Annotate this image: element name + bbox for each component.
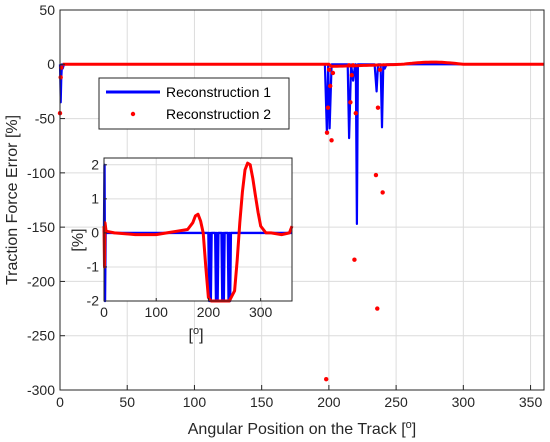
inset-x-tick-label: 200 <box>197 304 221 320</box>
legend-label-reconstruction-2: Reconstruction 2 <box>166 106 271 122</box>
main-reconstruction-2-point <box>326 67 332 72</box>
main-reconstruction-2-point <box>325 105 331 110</box>
inset-y-axis-label: [%] <box>70 228 87 251</box>
inset-y-tick-label: 2 <box>91 156 99 172</box>
main-y-axis-label: Traction Force Error [%] <box>4 115 21 285</box>
main-reconstruction-2-point <box>353 110 358 116</box>
main-reconstruction-2-baseline <box>62 60 544 68</box>
main-reconstruction-2-point <box>373 172 379 178</box>
main-x-axis-label: Angular Position on the Track [o] <box>188 419 416 438</box>
legend-marker-reconstruction-2 <box>130 111 136 117</box>
main-axes-box <box>59 9 545 391</box>
main-reconstruction-2-point <box>349 72 354 78</box>
main-reconstruction-2-point <box>377 67 383 72</box>
main-reconstruction-2-point <box>328 83 333 89</box>
main-y-tick-label: -200 <box>27 273 55 289</box>
main-x-tick-label: 250 <box>384 394 408 410</box>
main-y-tick-label: -100 <box>27 165 55 181</box>
inset-x-tick-label: 100 <box>145 304 169 320</box>
main-reconstruction-2-point <box>324 130 330 135</box>
main-reconstruction-2-point <box>329 138 334 143</box>
main-reconstruction-2-point <box>375 105 381 110</box>
inset-axes-box <box>103 157 293 302</box>
main-x-tick-label: 350 <box>519 394 543 410</box>
main-y-tick-label: -300 <box>27 382 55 398</box>
main-x-tick-label: 50 <box>119 394 135 410</box>
main-y-tick-label: -250 <box>27 328 55 344</box>
main-y-tick-label: 50 <box>39 2 55 18</box>
main-reconstruction-2-point <box>348 100 353 105</box>
main-reconstruction-2-point <box>324 376 329 382</box>
legend-box <box>98 77 290 130</box>
main-y-tick-label: -50 <box>35 110 55 126</box>
inset-y-tick-label: 1 <box>91 190 99 206</box>
main-reconstruction-2-point <box>58 75 63 80</box>
legend: Reconstruction 1 Reconstruction 2 <box>98 77 290 130</box>
inset-x-tick-label: 300 <box>249 304 273 320</box>
legend-label-reconstruction-1: Reconstruction 1 <box>166 84 271 100</box>
main-reconstruction-2-point <box>352 257 357 262</box>
main-y-tick-label: -150 <box>27 219 55 235</box>
main-reconstruction-2-point <box>330 70 336 76</box>
main-x-tick-label: 0 <box>56 394 64 410</box>
main-tick-labels: 0 50 100 150 200 250 300 350500-50-100-150-200-… <box>27 2 542 410</box>
inset-y-tick-label: -2 <box>87 293 100 309</box>
inset-x-tick-label: 0 <box>100 304 108 320</box>
inset-reconstruction-1-line <box>102 163 292 303</box>
main-x-tick-label: 100 <box>183 394 207 410</box>
main-y-tick-label: 0 <box>47 56 55 72</box>
inset-y-tick-label: -1 <box>87 259 100 275</box>
main-plot-area <box>57 60 544 382</box>
inset-y-tick-label: 0 <box>91 224 99 240</box>
main-reconstruction-2-point <box>380 190 385 195</box>
main-reconstruction-2-point <box>375 306 380 311</box>
main-x-tick-label: 300 <box>452 394 476 410</box>
inset-x-axis-label: [o] <box>188 325 203 344</box>
main-x-tick-label: 200 <box>317 394 341 410</box>
main-x-tick-label: 150 <box>250 394 274 410</box>
